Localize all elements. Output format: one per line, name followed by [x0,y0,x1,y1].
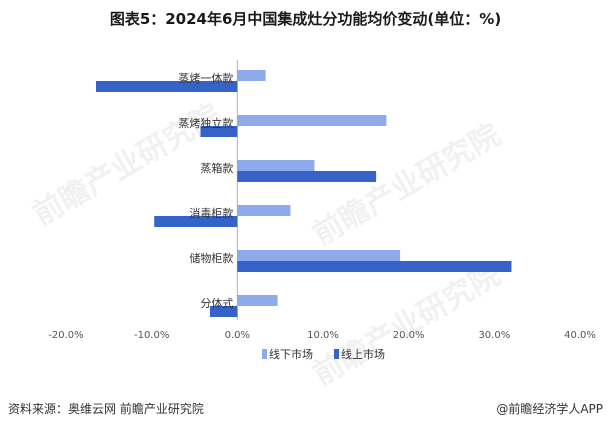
x-tick-label: -10.0% [134,330,169,341]
category-label: 储物柜款 [189,251,233,265]
x-tick-label: -20.0% [48,330,83,341]
source-note: 资料来源：奥维云网 前瞻产业研究院 [8,402,204,416]
x-tick-label: 0.0% [225,330,250,341]
category-label: 蒸烤独立款 [178,116,233,130]
brand-note: @前瞻经济学人APP [496,402,603,416]
bar-offline [237,70,266,81]
bar-online [200,126,238,137]
legend-label: 线上市场 [341,347,385,361]
bar-online [154,216,238,227]
x-tick-label: 40.0% [564,330,596,341]
bar-online [95,81,238,92]
legend-label: 线下市场 [269,347,313,361]
category-label: 蒸烤一体款 [178,71,233,85]
bar-offline [237,295,278,306]
x-tick-label: 10.0% [307,330,339,341]
category-label: 蒸箱款 [200,161,233,175]
legend-swatch [334,349,339,359]
bar-offline [237,250,401,261]
bar-offline [237,160,315,171]
bar-online [209,306,238,317]
x-tick-label: 20.0% [393,330,425,341]
x-tick-label: 30.0% [478,330,510,341]
legend-swatch [262,349,267,359]
chart-title: 图表5：2024年6月中国集成灶分功能均价变动(单位：%) [109,10,502,28]
bar-offline [237,205,291,216]
bar-online [237,261,512,272]
category-label: 消毒柜款 [189,206,233,220]
bar-offline [237,115,387,126]
bar-online [237,171,377,182]
category-label: 分体式 [200,296,233,310]
